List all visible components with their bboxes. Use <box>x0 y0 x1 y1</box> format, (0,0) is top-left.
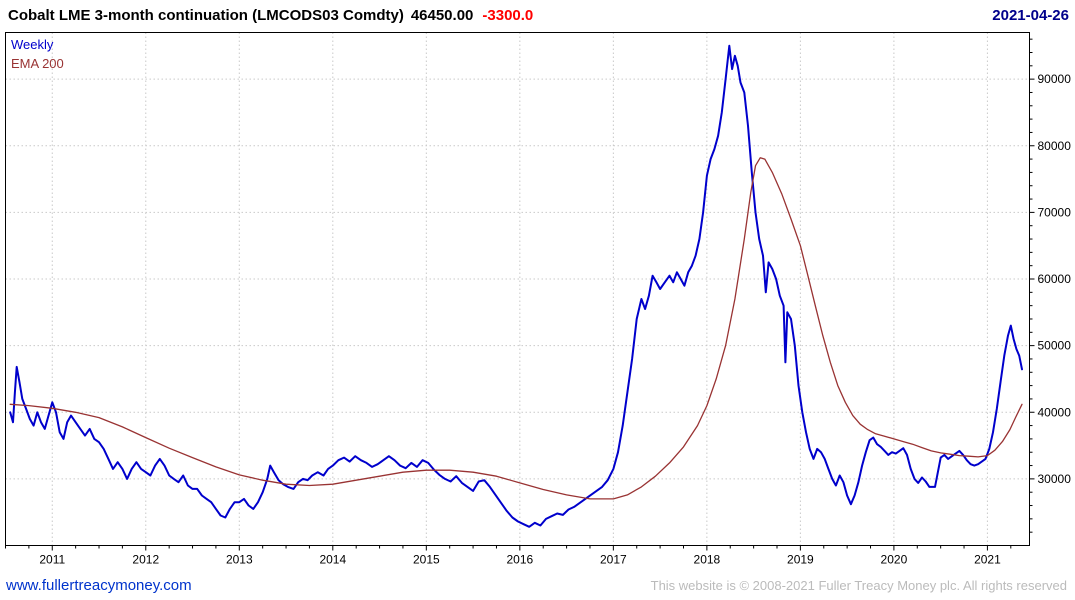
chart-title: Cobalt LME 3-month continuation (LMCODS0… <box>8 6 404 24</box>
title-group: Cobalt LME 3-month continuation (LMCODS0… <box>8 7 533 24</box>
svg-text:2012: 2012 <box>132 553 159 567</box>
svg-text:2013: 2013 <box>226 553 253 567</box>
svg-text:2017: 2017 <box>600 553 627 567</box>
chart-area: 30000 40000 50000 60000 70000 80000 90000 2011 2… <box>0 28 1075 573</box>
svg-text:2016: 2016 <box>506 553 533 567</box>
svg-text:2020: 2020 <box>881 553 908 567</box>
svg-text:2019: 2019 <box>787 553 814 567</box>
svg-text:2011: 2011 <box>39 553 65 567</box>
chart-svg: 30000 40000 50000 60000 70000 80000 90000 2011 2… <box>5 32 1072 567</box>
svg-text:50000: 50000 <box>1038 339 1072 353</box>
svg-text:40000: 40000 <box>1038 405 1072 419</box>
svg-text:2015: 2015 <box>413 553 440 567</box>
svg-text:2018: 2018 <box>694 553 721 567</box>
svg-text:2021: 2021 <box>974 553 1001 567</box>
copyright-text: This website is © 2008-2021 Fuller Treac… <box>650 577 1067 593</box>
site-link[interactable]: www.fullertreacymoney.com <box>6 576 192 594</box>
price-change: -3300.0 <box>482 6 534 24</box>
chart-header: Cobalt LME 3-month continuation (LMCODS0… <box>0 0 1075 28</box>
chart-date: 2021-04-26 <box>992 6 1069 24</box>
last-price: 46450.00 <box>410 6 474 24</box>
svg-text:70000: 70000 <box>1038 205 1072 219</box>
svg-text:80000: 80000 <box>1038 139 1072 153</box>
chart-footer: www.fullertreacymoney.com This website i… <box>0 573 1075 599</box>
svg-text:60000: 60000 <box>1038 272 1072 286</box>
svg-text:90000: 90000 <box>1038 72 1072 86</box>
svg-text:2014: 2014 <box>319 553 346 567</box>
svg-text:30000: 30000 <box>1038 472 1072 486</box>
